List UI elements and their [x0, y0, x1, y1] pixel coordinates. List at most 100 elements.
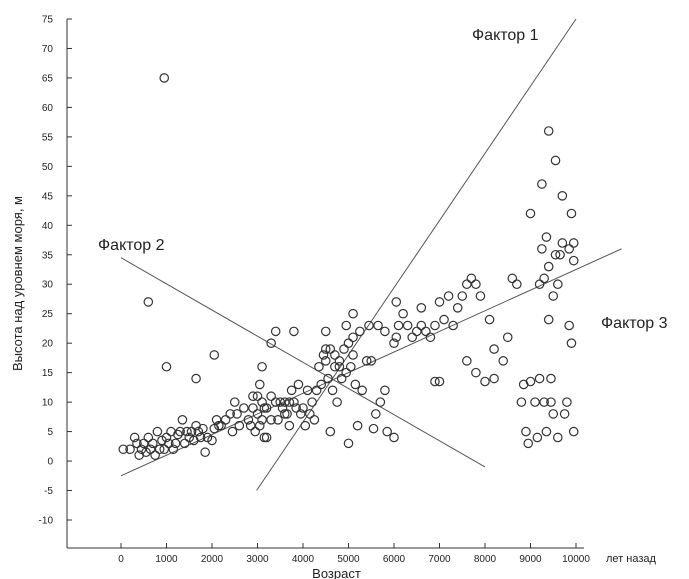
data-point: [300, 420, 311, 431]
data-point: [266, 338, 276, 348]
x-tick-label: 6000: [383, 554, 406, 565]
data-point: [330, 350, 340, 360]
data-point: [252, 409, 263, 419]
data-point: [457, 291, 468, 301]
data-point: [277, 403, 288, 413]
data-point: [546, 397, 556, 407]
x-tick-label: 5000: [337, 554, 360, 565]
data-point: [200, 447, 210, 458]
data-point: [357, 385, 367, 396]
y-axis-title: Высота над уровнем моря, м: [10, 196, 25, 371]
data-point: [548, 291, 559, 301]
data-point: [302, 385, 313, 396]
factor-lines: [120, 18, 622, 491]
data-point: [364, 320, 374, 331]
data-point: [530, 397, 540, 407]
data-point: [311, 385, 322, 396]
data-point: [564, 244, 574, 254]
data-point: [541, 426, 552, 437]
data-point: [343, 438, 354, 449]
data-point: [243, 414, 254, 425]
data-point: [370, 409, 381, 419]
data-point: [320, 344, 331, 354]
data-point: [298, 403, 308, 413]
y-tick-label: 15: [42, 368, 54, 379]
data-point: [352, 420, 363, 431]
data-point: [380, 385, 390, 396]
data-point: [416, 320, 427, 331]
data-point: [254, 379, 265, 390]
data-point: [227, 426, 238, 437]
y-tick-label: -10: [39, 516, 54, 527]
data-point: [154, 444, 165, 455]
data-point: [211, 414, 222, 425]
data-point: [334, 356, 345, 366]
data-point: [416, 303, 427, 313]
data-point: [502, 332, 513, 343]
data-point: [361, 356, 372, 366]
data-point: [125, 444, 135, 455]
data-point: [341, 320, 352, 331]
data-point: [348, 308, 358, 319]
data-point: [525, 376, 536, 387]
data-point: [289, 397, 299, 407]
data-point: [150, 450, 160, 460]
data-point: [550, 155, 561, 166]
axes: -10 -5 0 5 10 15 20 25 30 35 40 45 50 55 60 65 70 75 0 1000…: [39, 15, 591, 566]
data-point: [284, 397, 295, 407]
x-tick-label: 7000: [428, 554, 451, 565]
data-point: [430, 320, 440, 331]
data-point: [552, 432, 563, 443]
x-unit-label: лет назад: [606, 553, 656, 565]
data-point: [480, 376, 490, 387]
data-point: [216, 420, 226, 431]
data-point: [232, 409, 242, 419]
data-point: [191, 373, 201, 384]
data-point: [348, 332, 358, 343]
y-tick-label: 45: [42, 191, 54, 202]
y-tick-label: 0: [47, 457, 53, 468]
data-point: [161, 432, 172, 443]
data-point: [543, 126, 554, 136]
data-point: [398, 308, 408, 319]
data-point: [484, 314, 495, 325]
data-point: [452, 303, 463, 313]
data-point: [173, 429, 183, 440]
y-tick-label: 25: [42, 309, 54, 320]
data-point: [489, 344, 499, 354]
data-point: [534, 373, 545, 384]
y-tick-label: -5: [44, 486, 53, 497]
x-tick-label: 4000: [292, 554, 315, 565]
y-tick-label: 10: [42, 398, 54, 409]
data-point: [293, 379, 304, 390]
data-point: [152, 426, 163, 437]
data-point: [305, 409, 315, 419]
data-point: [534, 279, 545, 290]
y-tick-label: 40: [42, 221, 54, 232]
data-point: [489, 373, 499, 384]
data-point: [411, 326, 422, 337]
data-point: [314, 361, 324, 372]
data-point: [552, 279, 563, 290]
y-tick-label: 55: [42, 132, 54, 143]
data-point: [546, 373, 556, 384]
y-tick-label: 35: [42, 250, 54, 261]
data-point: [327, 385, 338, 396]
data-point: [289, 326, 299, 337]
data-point: [516, 397, 527, 407]
data-point: [159, 73, 170, 83]
data-point: [118, 444, 129, 455]
data-point: [248, 403, 258, 413]
data-point: [407, 332, 417, 343]
data-point: [550, 249, 561, 260]
data-point: [368, 423, 379, 434]
data-point: [471, 279, 481, 290]
data-point: [541, 232, 552, 242]
data-point: [239, 403, 249, 413]
data-point: [195, 432, 206, 443]
data-point: [225, 409, 235, 419]
factor-label: Фактор 2: [98, 237, 165, 254]
data-point: [186, 426, 197, 437]
data-point: [334, 361, 345, 372]
